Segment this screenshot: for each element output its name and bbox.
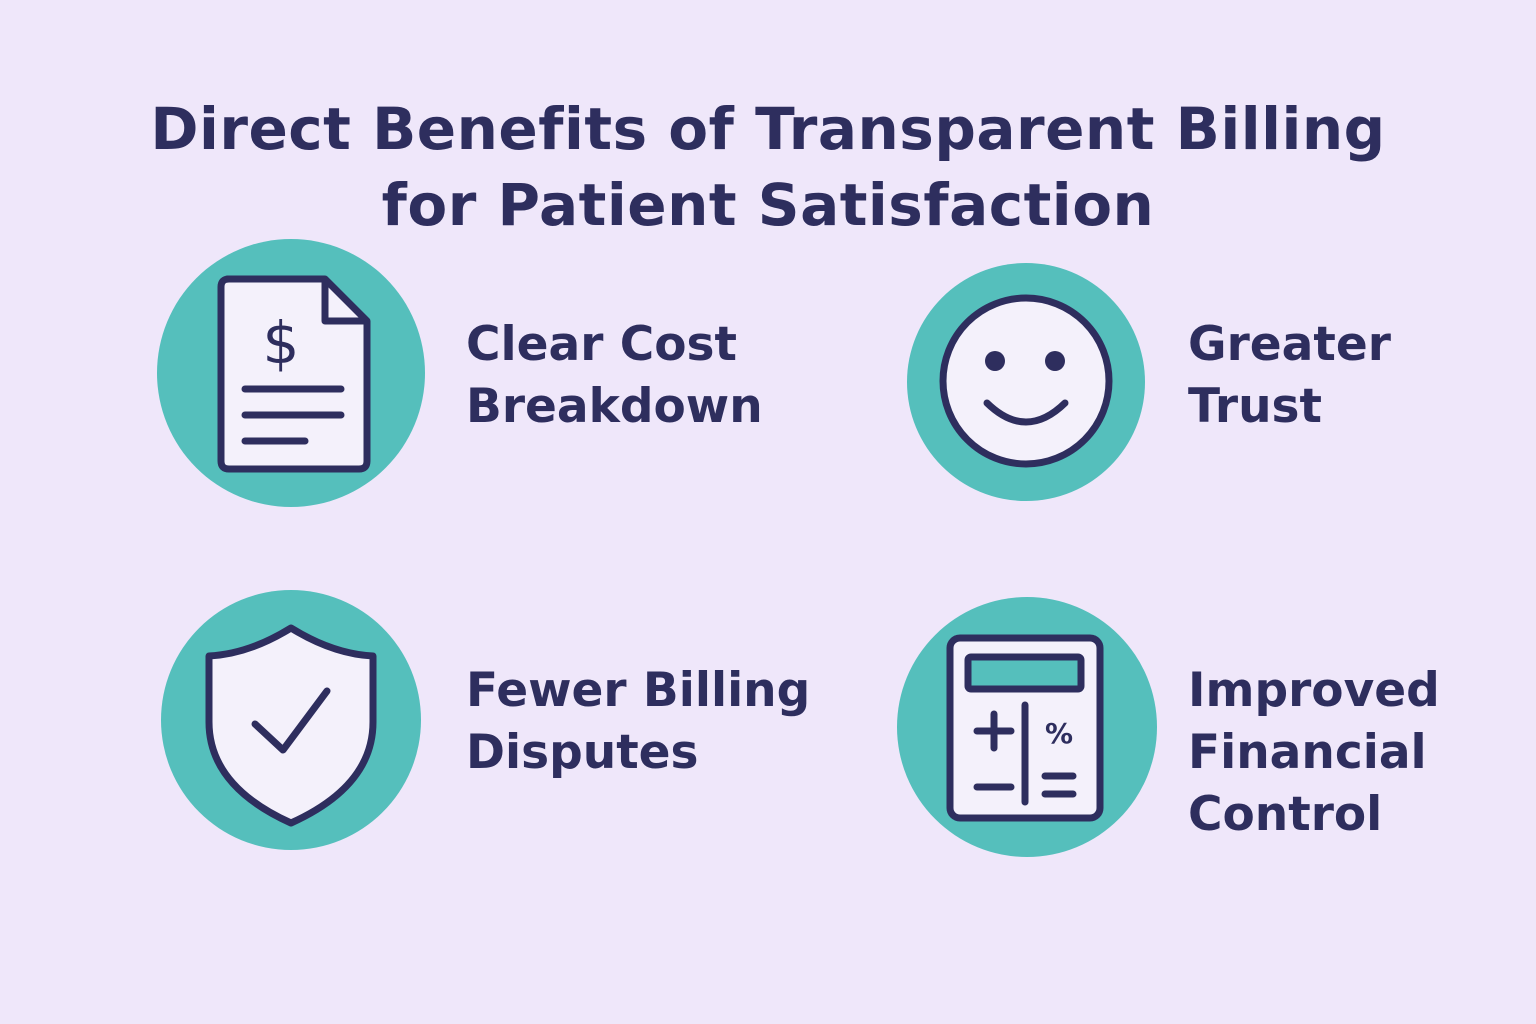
title-line-2: for Patient Satisfaction (381, 170, 1155, 239)
benefit-label-1: Clear Cost Breakdown (466, 314, 763, 438)
benefit-label-4-line-1: Improved (1188, 663, 1440, 718)
page-title: Direct Benefits of Transparent Billing f… (0, 91, 1536, 243)
benefit-icon-circle-4: % (897, 597, 1157, 857)
percent-symbol: % (1045, 717, 1073, 750)
benefit-icon-circle-1: $ (157, 239, 425, 507)
benefit-label-4-line-2: Financial (1188, 725, 1427, 780)
benefit-label-4: Improved Financial Control (1188, 660, 1440, 846)
shield-check-icon (205, 624, 377, 827)
benefit-label-3-line-1: Fewer Billing (466, 663, 811, 718)
benefit-label-2-line-2: Trust (1188, 379, 1322, 434)
dollar-symbol: $ (263, 309, 300, 377)
title-line-1: Direct Benefits of Transparent Billing (150, 94, 1386, 163)
smiley-face-icon (939, 294, 1113, 468)
benefit-label-2-line-1: Greater (1188, 317, 1391, 372)
calculator-icon: % (946, 634, 1104, 822)
benefit-label-1-line-1: Clear Cost (466, 317, 737, 372)
benefit-label-4-line-3: Control (1188, 787, 1383, 842)
benefit-label-3: Fewer Billing Disputes (466, 660, 810, 784)
benefit-label-1-line-2: Breakdown (466, 379, 763, 434)
benefit-label-2: Greater Trust (1188, 314, 1391, 438)
benefit-icon-circle-2 (907, 263, 1145, 501)
benefit-icon-circle-3 (161, 590, 421, 850)
invoice-dollar-icon: $ (217, 275, 371, 473)
benefit-label-3-line-2: Disputes (466, 725, 699, 780)
